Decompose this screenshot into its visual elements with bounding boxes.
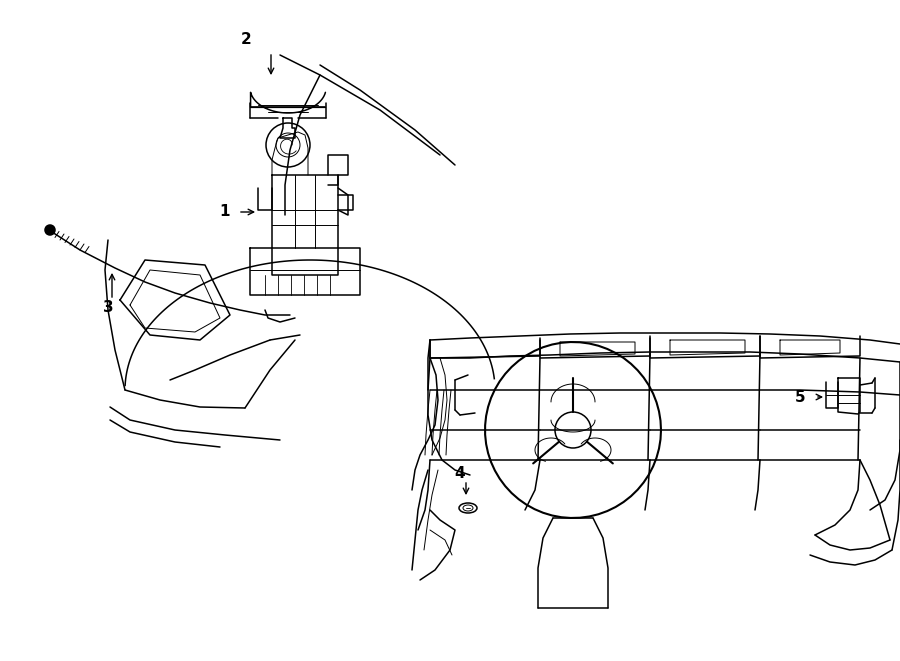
Text: 3: 3	[103, 301, 113, 315]
Text: 2: 2	[240, 32, 251, 48]
Text: 1: 1	[220, 204, 230, 219]
Ellipse shape	[459, 503, 477, 513]
Text: 5: 5	[795, 389, 806, 405]
Circle shape	[45, 225, 55, 235]
Text: 4: 4	[454, 467, 465, 481]
